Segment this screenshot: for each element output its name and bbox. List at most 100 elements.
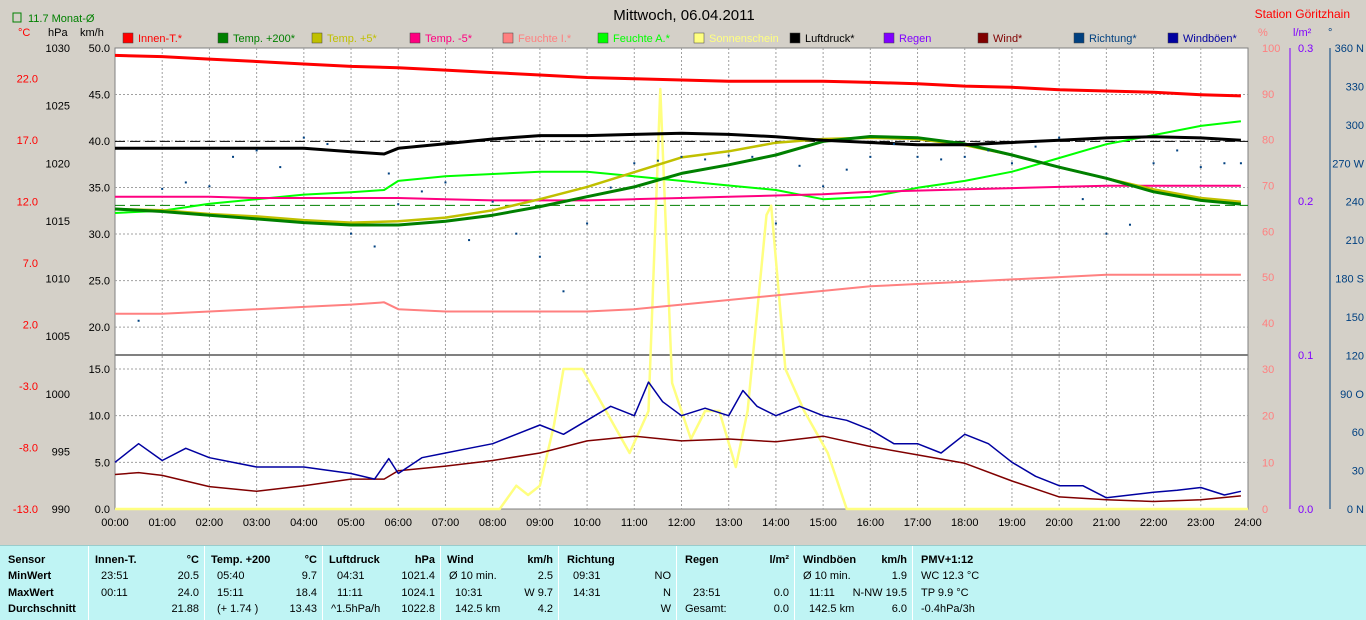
stats-regen-avg-extra: Gesamt:	[685, 603, 727, 615]
kmh-tick-label: 40.0	[89, 136, 110, 148]
series-point-richtung	[633, 162, 636, 165]
stats-wind-avg-extra: 142.5 km	[455, 603, 501, 615]
x-tick-label: 00:00	[101, 517, 129, 529]
stats-boeen-unit: km/h	[881, 554, 907, 566]
chart-title: Mittwoch, 06.04.2011	[613, 7, 754, 24]
stats-richtung-title: Richtung	[567, 554, 615, 566]
series-point-richtung	[1010, 162, 1013, 165]
hpa-tick-label: 1010	[46, 274, 70, 286]
hpa-tick-label: 990	[52, 504, 70, 516]
celsius-tick-label: 22.0	[17, 74, 38, 86]
x-tick-label: 12:00	[668, 517, 696, 529]
x-tick-label: 02:00	[196, 517, 224, 529]
percent-tick-label: 90	[1262, 89, 1274, 101]
unit-hpa: hPa	[48, 27, 68, 39]
legend-label: Windböen*	[1183, 33, 1238, 45]
stats-panel: Sensor MinWert MaxWert Durchschnitt Inne…	[0, 545, 1366, 620]
legend-swatch	[409, 32, 421, 44]
series-point-richtung	[279, 166, 282, 169]
celsius-tick-label: -13.0	[13, 504, 38, 516]
kmh-tick-label: 10.0	[89, 411, 110, 423]
series-point-richtung	[680, 155, 683, 158]
x-tick-label: 05:00	[337, 517, 365, 529]
series-point-richtung	[208, 185, 211, 188]
stats-innen-col: Innen-T. °C 23:51 20.5 00:11 24.0 21.88	[88, 546, 205, 620]
percent-tick-label: 10	[1262, 457, 1274, 469]
series-point-richtung	[656, 159, 659, 162]
kmh-tick-label: 20.0	[89, 322, 110, 334]
stats-temp-col: Temp. +200 °C 05:40 9.7 15:11 18.4 (+ 1.…	[204, 546, 323, 620]
hpa-tick-label: 1020	[46, 158, 70, 170]
series-point-richtung	[255, 149, 258, 152]
stats-regen-avg-val: 0.0	[773, 603, 789, 615]
stats-innen-title: Innen-T.	[95, 554, 137, 566]
legend-label: Innen-T.*	[138, 33, 183, 45]
rain-tick-label: 0.2	[1298, 196, 1313, 208]
direction-tick-label: 90 O	[1340, 389, 1364, 401]
legend-swatch	[122, 32, 134, 44]
hpa-tick-label: 995	[52, 446, 70, 458]
kmh-tick-label: 50.0	[89, 43, 110, 55]
percent-tick-label: 40	[1262, 318, 1274, 330]
stats-boeen-avg-extra: 142.5 km	[809, 603, 855, 615]
stats-innen-min-val: 20.5	[177, 570, 199, 582]
x-tick-label: 21:00	[1093, 517, 1121, 529]
stats-temp-avg-extra: (+ 1.74 )	[217, 603, 259, 615]
axes-labels: 00:00 01:00 02:00 03:00 04:00 05:00 06:00 07:00…	[13, 43, 1365, 529]
stats-richtung-min-val: NO	[654, 570, 672, 582]
stats-temp-max-val: 18.4	[295, 587, 317, 599]
stats-regen-col: Regen l/m² 23:51 0.0 Gesamt: 0.0	[676, 546, 795, 620]
x-tick-label: 04:00	[290, 517, 318, 529]
stats-wind-col: Wind km/h Ø 10 min. 2.5 10:31 W 9.7 142.…	[440, 546, 559, 620]
series-point-richtung	[302, 136, 305, 139]
legend: Innen-T.* Temp. +200* Temp. +5* Temp. -5* Fe…	[122, 32, 1238, 45]
stats-pmv-col: PMV+1:12 WC 12.3 °C TP 9.9 °C -0.4hPa/3h	[912, 546, 1013, 620]
x-tick-label: 16:00	[857, 517, 885, 529]
hpa-tick-label: 1000	[46, 389, 70, 401]
series-point-richtung	[444, 181, 447, 184]
series-group	[114, 53, 1248, 511]
stats-wind-max-time: 10:31	[455, 587, 483, 599]
stats-boeen-max-dir: N-NW 19.5	[852, 587, 907, 599]
stats-luft-max-time: 11:11	[337, 587, 363, 599]
stats-wind-max-dir: W 9.7	[524, 587, 553, 599]
stats-pmv-avg-val: -0.4hPa/3h	[921, 603, 975, 615]
stats-boeen-min-val: 1.9	[891, 570, 907, 582]
monthly-avg-marker	[12, 12, 22, 23]
series-line-temp-200	[114, 135, 1242, 227]
stats-boeen-max-time: 11:11	[809, 587, 835, 599]
stats-richtung-max-val: N	[663, 587, 671, 599]
stats-boeen-avg-val: 6.0	[891, 603, 907, 615]
x-tick-label: 19:00	[998, 517, 1026, 529]
legend-label: Feuchte A.*	[613, 33, 671, 45]
series-point-richtung	[1058, 136, 1061, 139]
stats-regen-title: Regen	[685, 554, 719, 566]
x-tick-label: 06:00	[384, 517, 412, 529]
legend-label: Wind*	[993, 33, 1023, 45]
direction-tick-label: 150	[1346, 312, 1364, 324]
stats-label-sensor: Sensor	[8, 554, 46, 566]
stats-label-avg: Durchschnitt	[8, 603, 76, 615]
celsius-tick-label: 12.0	[17, 197, 38, 209]
hpa-tick-label: 1005	[46, 331, 70, 343]
series-point-richtung	[562, 290, 565, 293]
x-tick-label: 15:00	[809, 517, 837, 529]
stats-wind-title: Wind	[447, 554, 474, 566]
series-point-richtung	[704, 158, 707, 161]
percent-tick-label: 50	[1262, 272, 1274, 284]
x-tick-label: 09:00	[526, 517, 554, 529]
x-tick-label: 24:00	[1234, 517, 1262, 529]
legend-swatch	[789, 32, 801, 44]
percent-tick-label: 60	[1262, 226, 1274, 238]
kmh-tick-label: 5.0	[95, 457, 110, 469]
monthly-avg-label: 11.7 Monat-Ø	[28, 13, 95, 25]
direction-tick-label: 240	[1346, 197, 1364, 209]
series-point-richtung	[609, 186, 612, 189]
stats-temp-min-time: 05:40	[217, 570, 245, 582]
series-point-richtung	[137, 319, 140, 322]
percent-tick-label: 0	[1262, 504, 1268, 516]
legend-label: Richtung*	[1089, 33, 1137, 45]
series-point-richtung	[468, 239, 471, 242]
series-point-richtung	[774, 222, 777, 225]
series-point-richtung	[515, 232, 518, 235]
